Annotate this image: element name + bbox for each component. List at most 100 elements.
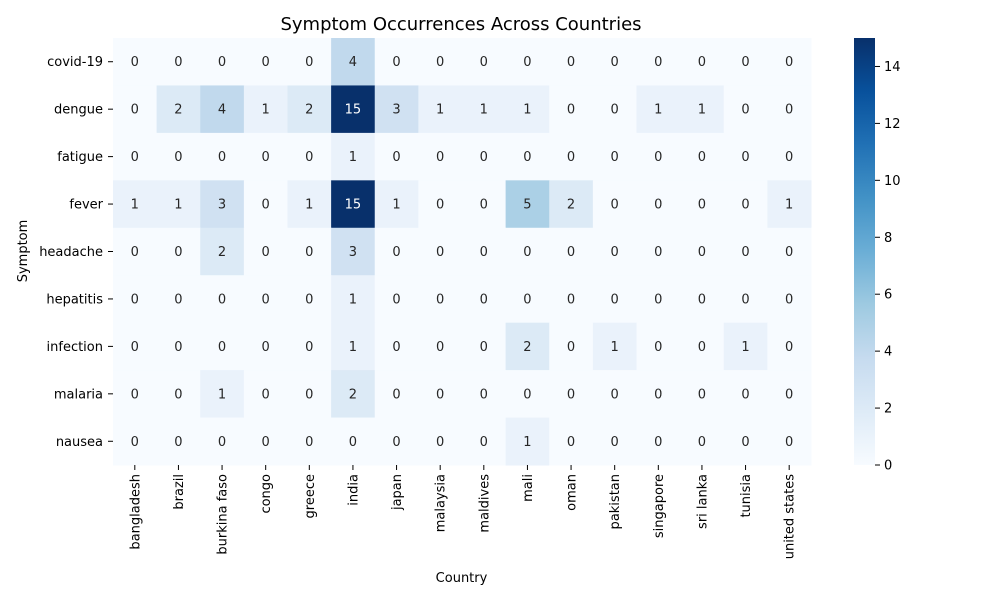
heatmap-cell xyxy=(243,38,288,86)
cell-value-label: 0 xyxy=(611,245,619,260)
heatmap-cell xyxy=(243,180,288,229)
cell-value-label: 0 xyxy=(392,245,400,260)
heatmap-cell xyxy=(767,275,812,324)
heatmap-cell xyxy=(549,180,594,229)
cell-value-label: 0 xyxy=(218,292,226,307)
heatmap-cell xyxy=(549,275,594,324)
cell-value-label: 0 xyxy=(262,340,270,355)
cell-value-label: 0 xyxy=(567,245,575,260)
heatmap-cell xyxy=(767,227,812,276)
cell-value-label: 0 xyxy=(785,435,793,450)
cell-value-label: 1 xyxy=(654,103,662,118)
heatmap-cell xyxy=(680,370,725,419)
cell-value-label: 0 xyxy=(262,245,270,260)
heatmap-cell xyxy=(505,370,550,419)
cell-value-label: 1 xyxy=(305,198,313,213)
heatmap-cell xyxy=(331,85,376,134)
cell-value-label: 0 xyxy=(480,245,488,260)
heatmap-cell xyxy=(200,370,245,419)
heatmap-cell xyxy=(200,275,245,324)
cell-value-label: 2 xyxy=(567,198,575,213)
cell-value-label: 1 xyxy=(349,150,357,165)
heatmap-cell xyxy=(200,132,245,181)
heatmap-cell xyxy=(287,180,332,229)
cell-value-label: 0 xyxy=(218,435,226,450)
x-tick-label: japan xyxy=(390,474,405,511)
heatmap-cell xyxy=(592,132,637,181)
cell-value-label: 0 xyxy=(654,150,662,165)
cell-value-label: 0 xyxy=(698,292,706,307)
cell-value-label: 0 xyxy=(436,245,444,260)
heatmap-cell xyxy=(549,38,594,86)
heatmap-cell-labels: 0 0 0 0 0 4 0 0 0 0 0 0 0 0 0 00 2 4 1 2 15 3 1 1 1 0 0 1 1 0 00 0 0 0 0 1 0… xyxy=(131,55,794,450)
cell-value-label: 0 xyxy=(436,198,444,213)
heatmap-cell xyxy=(505,275,550,324)
heatmap-cell xyxy=(723,132,768,181)
heatmap-cell xyxy=(418,322,463,371)
heatmap-cell xyxy=(287,85,332,134)
cell-value-label: 0 xyxy=(611,55,619,70)
heatmap-cell xyxy=(723,180,768,229)
cell-value-label: 0 xyxy=(567,340,575,355)
x-tick-label: greece xyxy=(303,474,318,518)
cell-value-label: 0 xyxy=(436,55,444,70)
cell-value-label: 0 xyxy=(262,292,270,307)
cell-value-label: 0 xyxy=(305,340,313,355)
heatmap-cell xyxy=(113,85,158,134)
heatmap-cell xyxy=(331,417,376,466)
cell-value-label: 1 xyxy=(480,103,488,118)
heatmap-cell xyxy=(113,38,158,86)
heatmap-cell xyxy=(505,132,550,181)
cell-value-label: 0 xyxy=(741,198,749,213)
x-axis: bangladesh brazil burkina faso congo greece i… xyxy=(128,465,798,559)
cell-value-label: 0 xyxy=(218,55,226,70)
heatmap-cell xyxy=(462,275,507,324)
colorbar: 0 2 4 6 8 10 12 14 xyxy=(854,38,901,474)
cell-value-label: 1 xyxy=(523,435,531,450)
heatmap-cell xyxy=(680,417,725,466)
heatmap-cell xyxy=(680,180,725,229)
heatmap-cell xyxy=(549,132,594,181)
cell-value-label: 1 xyxy=(611,340,619,355)
y-tick-label: hepatitis xyxy=(46,292,103,307)
y-tick-label: covid-19 xyxy=(47,55,103,70)
cell-value-label: 0 xyxy=(392,150,400,165)
cell-value-label: 0 xyxy=(262,387,270,402)
cell-value-label: 0 xyxy=(785,150,793,165)
heatmap-cell xyxy=(113,417,158,466)
heatmap-cell xyxy=(243,275,288,324)
heatmap-cell xyxy=(636,370,681,419)
heatmap-cell xyxy=(113,227,158,276)
heatmap-cell xyxy=(462,132,507,181)
heatmap-cell xyxy=(200,417,245,466)
heatmap-cell xyxy=(680,132,725,181)
cell-value-label: 0 xyxy=(523,387,531,402)
y-axis-label: Symptom xyxy=(16,220,31,283)
heatmap-cell xyxy=(418,370,463,419)
y-tick-label: infection xyxy=(47,340,103,355)
heatmap-cell xyxy=(462,38,507,86)
cell-value-label: 0 xyxy=(174,245,182,260)
cell-value-label: 1 xyxy=(392,198,400,213)
heatmap-cell xyxy=(374,180,419,229)
colorbar-tick-label: 14 xyxy=(884,60,901,75)
cell-value-label: 1 xyxy=(785,198,793,213)
heatmap-cell xyxy=(592,85,637,134)
heatmap-cell xyxy=(505,38,550,86)
heatmap-cell xyxy=(156,180,201,229)
cell-value-label: 0 xyxy=(567,387,575,402)
x-tick-label: burkina faso xyxy=(216,474,231,555)
heatmap-cell xyxy=(723,417,768,466)
heatmap-cell xyxy=(287,417,332,466)
x-tick-label: mali xyxy=(521,474,536,502)
cell-value-label: 0 xyxy=(523,150,531,165)
heatmap-cell xyxy=(636,275,681,324)
cell-value-label: 0 xyxy=(131,292,139,307)
cell-value-label: 0 xyxy=(741,150,749,165)
heatmap-cell xyxy=(374,322,419,371)
heatmap-cell xyxy=(243,417,288,466)
cell-value-label: 1 xyxy=(349,340,357,355)
heatmap-cell xyxy=(156,38,201,86)
heatmap-cell xyxy=(636,132,681,181)
